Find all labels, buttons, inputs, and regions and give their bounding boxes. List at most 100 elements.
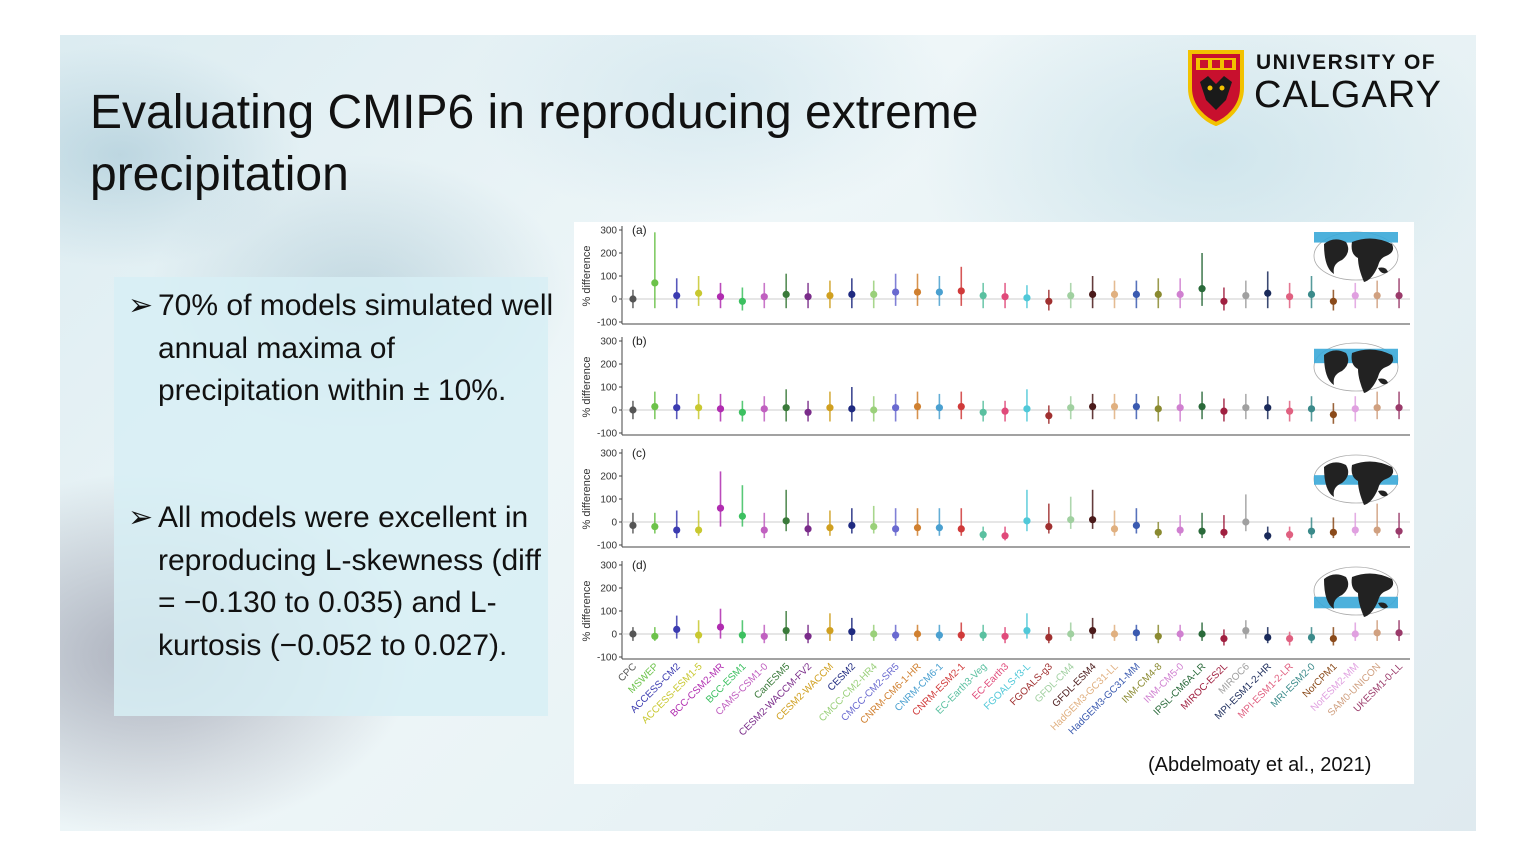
data-point	[1001, 407, 1009, 415]
data-point	[651, 402, 659, 411]
data-point	[979, 531, 987, 539]
data-point	[673, 404, 681, 412]
data-point	[1351, 526, 1359, 534]
panel-label: (c)	[632, 446, 646, 460]
data-point	[935, 404, 943, 412]
data-point	[1307, 527, 1316, 535]
data-point	[1023, 517, 1031, 525]
y-tick-label: -100	[597, 318, 617, 329]
data-point	[1395, 629, 1403, 637]
data-point	[1045, 412, 1053, 420]
data-point	[804, 293, 812, 301]
data-point	[716, 623, 725, 631]
data-point	[1110, 402, 1119, 411]
y-tick-label: -100	[597, 429, 617, 440]
error-bar-chart: 300 200 100 0 -100 % difference (a) 300 200 100 0 -…	[581, 223, 1410, 738]
data-point	[1351, 630, 1359, 638]
latitude-band	[1314, 596, 1398, 609]
crest-icon	[1188, 50, 1244, 126]
data-point	[760, 526, 768, 534]
data-point	[1110, 525, 1119, 533]
data-point	[1023, 294, 1031, 302]
y-tick-label: 100	[600, 495, 617, 506]
continent-americas	[1324, 462, 1349, 497]
y-tick-label: 300	[600, 226, 617, 237]
data-point	[1067, 291, 1075, 300]
data-point	[782, 404, 790, 412]
y-axis-label: % difference	[581, 581, 593, 642]
data-point	[1132, 290, 1140, 298]
data-point	[1264, 404, 1272, 412]
data-point	[1089, 626, 1097, 635]
data-point	[804, 408, 812, 416]
data-point	[738, 512, 746, 520]
figure-panel: 300 200 100 0 -100 % difference (a) 300 200 100 0 -…	[574, 222, 1414, 784]
data-point	[1154, 632, 1162, 640]
data-point	[957, 287, 965, 295]
data-point	[913, 402, 922, 411]
data-point	[651, 279, 659, 287]
data-point	[1067, 404, 1075, 412]
data-point	[1132, 521, 1140, 530]
data-point	[1154, 528, 1162, 536]
data-point	[957, 631, 965, 639]
bullet-2-text: All models were excellent in reproducing…	[158, 501, 541, 662]
y-tick-label: 200	[600, 360, 617, 371]
y-tick-label: 0	[611, 295, 617, 306]
panel-label: (a)	[632, 223, 647, 237]
data-point	[870, 630, 878, 638]
data-point	[826, 291, 834, 300]
y-tick-label: 100	[600, 272, 617, 283]
data-point	[1264, 289, 1272, 297]
y-tick-label: 300	[600, 337, 617, 348]
data-point	[1001, 532, 1009, 540]
data-point	[629, 295, 637, 303]
data-point	[848, 628, 856, 636]
continent-australia	[1378, 267, 1388, 274]
panel-label: (b)	[632, 334, 647, 348]
data-point	[1198, 630, 1206, 638]
data-point	[1286, 407, 1294, 415]
data-point	[1351, 291, 1359, 300]
data-point	[892, 631, 900, 639]
data-point	[979, 408, 987, 416]
latitude-band	[1314, 475, 1398, 485]
data-point	[1132, 402, 1140, 411]
continent-eurasia-africa	[1351, 349, 1394, 393]
data-point	[1176, 404, 1184, 412]
data-point	[892, 525, 900, 533]
continent-americas	[1324, 350, 1349, 385]
continent-eurasia-africa	[1351, 573, 1394, 617]
data-point	[716, 504, 725, 512]
data-point	[760, 632, 768, 640]
data-point	[1329, 528, 1337, 536]
y-tick-label: 0	[611, 518, 617, 529]
data-point	[1242, 626, 1250, 635]
data-point	[979, 291, 987, 300]
data-point	[848, 290, 856, 298]
data-point	[629, 521, 637, 530]
data-point	[695, 404, 703, 412]
data-point	[1307, 290, 1316, 298]
data-point	[1286, 293, 1294, 301]
data-point	[1001, 632, 1009, 640]
arrow-bullet-icon: ➢	[128, 501, 154, 534]
data-point	[1329, 635, 1337, 643]
data-point	[848, 521, 856, 530]
data-point	[935, 288, 943, 296]
panel-label: (d)	[632, 558, 647, 572]
university-logo: UNIVERSITY OF CALGARY	[1186, 48, 1466, 128]
y-tick-label: -100	[597, 541, 617, 552]
data-point	[1067, 630, 1075, 638]
data-point	[782, 626, 790, 635]
data-point	[935, 524, 943, 532]
data-point	[1001, 293, 1009, 301]
continent-australia	[1378, 490, 1388, 497]
data-point	[651, 632, 659, 640]
logo-line-1: UNIVERSITY OF	[1256, 51, 1437, 74]
y-tick-label: 100	[600, 607, 617, 618]
y-axis-label: % difference	[581, 357, 593, 418]
data-point	[913, 630, 922, 638]
data-point	[695, 526, 703, 534]
data-point	[1045, 633, 1053, 642]
